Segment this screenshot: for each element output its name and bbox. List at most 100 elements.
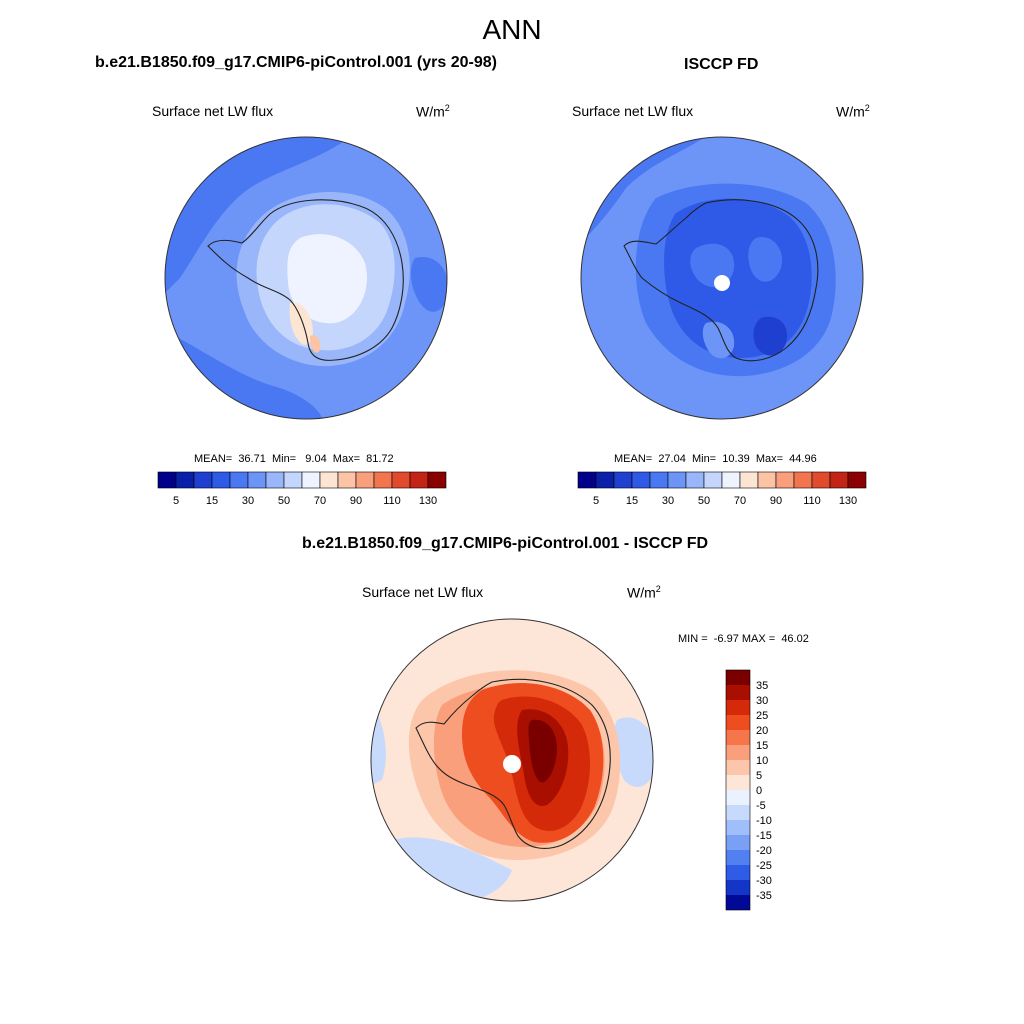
panel-1-variable-label: Surface net LW flux (152, 103, 274, 119)
panel-2-variable-label: Surface net LW flux (572, 103, 694, 119)
colorbar-tick-label: 50 (278, 495, 290, 507)
colorbar-swatch (726, 745, 750, 760)
panel-1-stats: MEAN= 36.71 Min= 9.04 Max= 81.72 (194, 453, 394, 465)
colorbar-swatch (319, 471, 339, 489)
colorbar-swatch (726, 895, 750, 910)
coastline (207, 199, 404, 361)
colorbar-tick-label: 110 (383, 495, 401, 507)
panel-1-colorbar: 5 15 30 50 70 90 110 130 (157, 471, 447, 507)
panel-2-colorbar: 5 15 30 50 70 90 110 130 (577, 471, 867, 507)
colorbar-swatch (409, 471, 429, 489)
colorbar-tick-label: 15 (756, 740, 768, 752)
colorbar-swatch (829, 471, 849, 489)
colorbar-swatch (193, 471, 213, 489)
colorbar-swatch (721, 471, 741, 489)
map-field-region (289, 302, 313, 345)
colorbar-swatch (391, 471, 411, 489)
colorbar-tick-label: -15 (756, 830, 772, 842)
colorbar-tick-label: 70 (734, 495, 746, 507)
colorbar-swatch (649, 471, 669, 489)
panel-3-title: b.e21.B1850.f09_g17.CMIP6-piControl.001 … (302, 535, 709, 552)
colorbar-swatch (726, 700, 750, 715)
colorbar-tick-label: 70 (314, 495, 326, 507)
colorbar-swatch (157, 471, 177, 489)
map-field-region (748, 237, 782, 282)
panel-2-stats: MEAN= 27.04 Min= 10.39 Max= 44.96 (614, 453, 817, 465)
colorbar-swatch (726, 835, 750, 850)
colorbar-swatch (595, 471, 615, 489)
map-boundary (370, 618, 654, 902)
colorbar-tick-label: 5 (173, 495, 179, 507)
colorbar-tick-label: -20 (756, 845, 772, 857)
colorbar-swatch (373, 471, 393, 489)
panel-3-units-label: W/m2 (627, 584, 661, 601)
colorbar-tick-label: 130 (419, 495, 437, 507)
colorbar-swatch (265, 471, 285, 489)
colorbar-swatch (577, 471, 597, 489)
colorbar-tick-label: 90 (350, 495, 362, 507)
colorbar-tick-label: -25 (756, 860, 772, 872)
colorbar-swatch (726, 685, 750, 700)
map-field-region (664, 198, 812, 358)
colorbar-tick-label: -30 (756, 875, 772, 887)
colorbar-tick-label: 10 (756, 755, 768, 767)
colorbar-swatch (775, 471, 795, 489)
colorbar-tick-label: 35 (756, 680, 768, 692)
colorbar-swatch (355, 471, 375, 489)
panel-2-title: ISCCP FD (684, 56, 759, 73)
colorbar-tick-label: 25 (756, 710, 768, 722)
colorbar-tick-label: 0 (756, 785, 762, 797)
map-field-region (528, 719, 557, 783)
map-field-region (310, 335, 321, 353)
map-field-region (613, 717, 653, 788)
colorbar-swatch (726, 820, 750, 835)
colorbar-swatch (427, 471, 447, 489)
colorbar-swatch (667, 471, 687, 489)
colorbar-tick-label: 5 (593, 495, 599, 507)
panel-3-stats: MIN = -6.97 MAX = 46.02 (678, 633, 809, 645)
colorbar-swatch (703, 471, 723, 489)
colorbar-swatch (726, 805, 750, 820)
coastline (415, 678, 611, 849)
colorbar-swatch (726, 760, 750, 775)
colorbar-swatch (337, 471, 357, 489)
panel-1-title: b.e21.B1850.f09_g17.CMIP6-piControl.001 … (95, 54, 497, 71)
colorbar-swatch (685, 471, 705, 489)
colorbar-frame (725, 669, 751, 911)
colorbar-tick-label: 130 (839, 495, 857, 507)
colorbar-swatch (811, 471, 831, 489)
colorbar-swatch (229, 471, 249, 489)
map-field-region (410, 257, 447, 312)
colorbar-tick-label: 30 (242, 495, 254, 507)
colorbar-tick-label: -10 (756, 815, 772, 827)
panel-1-map (164, 136, 448, 420)
map-field-region (287, 234, 367, 324)
pole-hole (503, 755, 521, 773)
colorbar-swatch (631, 471, 651, 489)
pole-hole (714, 275, 730, 291)
colorbar-tick-label: 30 (662, 495, 674, 507)
map-field-region (371, 690, 386, 790)
colorbar-swatch (301, 471, 321, 489)
colorbar-swatch (726, 775, 750, 790)
panel-3-map (370, 618, 654, 902)
colorbar-swatch (726, 865, 750, 880)
colorbar-swatch (211, 471, 231, 489)
colorbar-swatch (739, 471, 759, 489)
colorbar-swatch (283, 471, 303, 489)
colorbar-tick-label: 15 (206, 495, 218, 507)
map-field-region (702, 321, 735, 359)
colorbar-tick-label: -35 (756, 890, 772, 902)
colorbar-swatch (726, 880, 750, 895)
colorbar-swatch (613, 471, 633, 489)
panel-3-variable-label: Surface net LW flux (362, 584, 484, 600)
map-boundary (580, 136, 864, 420)
panel-1-units-label: W/m2 (416, 103, 450, 120)
colorbar-tick-label: 90 (770, 495, 782, 507)
colorbar-tick-label: 20 (756, 725, 768, 737)
map-boundary (164, 136, 448, 420)
colorbar-swatch (247, 471, 267, 489)
colorbar-tick-label: -5 (756, 800, 766, 812)
colorbar-tick-label: 110 (803, 495, 821, 507)
colorbar-tick-label: 15 (626, 495, 638, 507)
